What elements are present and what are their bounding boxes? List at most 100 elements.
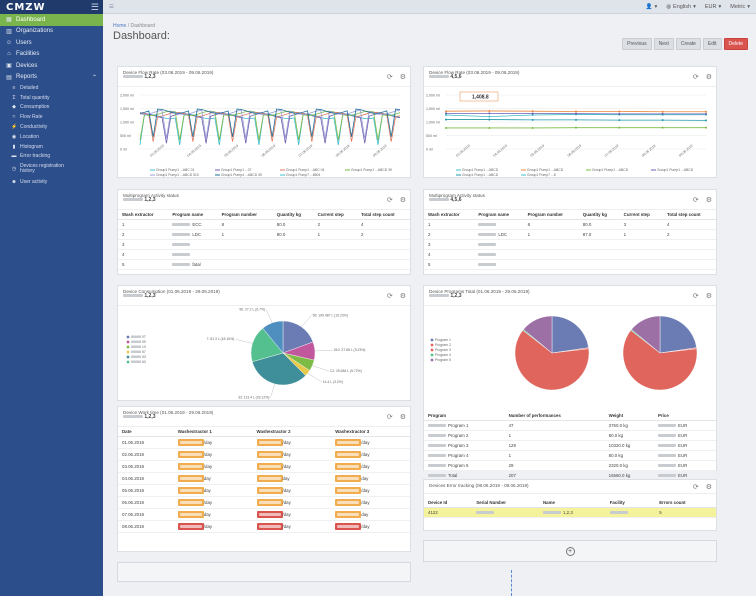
worktime-bar: [335, 451, 362, 458]
pie-slice[interactable]: [262, 320, 284, 354]
next-button[interactable]: Next: [653, 38, 674, 50]
pie-slice[interactable]: [622, 330, 698, 391]
redacted-text: [609, 511, 628, 515]
pie-slice[interactable]: [551, 315, 589, 354]
column-header: Washextractor 2: [252, 427, 332, 437]
table-cell: 80.0 kg: [604, 430, 655, 441]
pie-slice[interactable]: [514, 330, 590, 391]
table-cell: [578, 249, 620, 260]
create-button[interactable]: Create: [675, 38, 701, 50]
cell-text: EUR: [678, 433, 688, 438]
previous-button[interactable]: Previous: [622, 38, 652, 50]
column-header: Price: [654, 411, 716, 421]
legend-label: Group1 Pump1 ...ABCD 39: [351, 168, 392, 172]
table-cell: 3: [424, 239, 475, 250]
sidebar-report-user-activity[interactable]: ☻ User activity: [11, 179, 48, 186]
cell-text: EUR: [678, 423, 688, 428]
refresh-icon[interactable]: ⟳: [692, 197, 699, 204]
refresh-icon[interactable]: ⟳: [386, 74, 393, 81]
edit-button[interactable]: Edit: [702, 38, 722, 50]
redacted-text: [428, 464, 446, 468]
sidebar-item-dashboard[interactable]: ▦ Dashboard: [0, 14, 103, 26]
refresh-icon[interactable]: ⟳: [386, 414, 393, 421]
pie-slice[interactable]: [659, 315, 697, 354]
settings-icon[interactable]: ⚙: [705, 74, 712, 81]
redacted-text: [476, 511, 495, 515]
table-cell: [474, 239, 524, 250]
legend-label: Group1 Pump7 ...8: [527, 173, 556, 177]
units-select[interactable]: Metric ▾: [730, 3, 750, 10]
pie-slice[interactable]: [523, 315, 553, 354]
add-widget-button[interactable]: +: [423, 540, 717, 562]
user-menu[interactable]: 👤 ▾: [645, 3, 658, 10]
table-row: 1 8 80.0 3 4: [424, 219, 716, 230]
settings-icon[interactable]: ⚙: [399, 197, 406, 204]
redacted-text: [428, 454, 446, 458]
table-cell: [474, 259, 524, 270]
refresh-icon[interactable]: ⟳: [386, 197, 393, 204]
settings-icon[interactable]: ⚙: [399, 293, 406, 300]
data-point: [661, 112, 664, 115]
sidebar-report-location[interactable]: ◉ Location: [11, 133, 39, 140]
sidebar-item-users[interactable]: ☺ Users: [5, 39, 32, 46]
sidebar-report-conductivity[interactable]: ⚡ Conductivity: [11, 124, 48, 131]
table-row: 4: [424, 249, 716, 260]
sidebar-report-detailed[interactable]: ≡ Detailed: [12, 84, 39, 91]
table-cell: 3: [118, 239, 169, 250]
error-tracking-panel: Devices Error tracking (08.06.2019 - 09.…: [423, 479, 717, 531]
table-row: 2 LDC 1 80.0 1 2: [118, 229, 410, 240]
worktime-value: /day: [282, 500, 291, 505]
breadcrumb-home[interactable]: Home: [113, 23, 127, 29]
cell-text: 3: [122, 242, 125, 247]
cell-text: 3: [623, 222, 627, 227]
table-cell: 3: [619, 219, 664, 230]
sidebar-item-facilities[interactable]: ⌂ Facilities: [0, 49, 103, 61]
worktime-bar: [177, 475, 204, 482]
sidebar-report-error-tracking[interactable]: ▬ Error tracking: [11, 153, 51, 160]
settings-icon[interactable]: ⚙: [705, 293, 712, 300]
cell-text: 2: [428, 232, 431, 237]
table-cell: 8: [523, 219, 579, 230]
cell-text: Total: [448, 473, 458, 478]
refresh-icon[interactable]: ⟳: [692, 74, 699, 81]
sidebar-item-devices[interactable]: ▣ Devices: [6, 62, 38, 70]
settings-icon[interactable]: ⚙: [399, 74, 406, 81]
delete-button[interactable]: Delete: [723, 38, 748, 50]
pie-slice[interactable]: [282, 320, 314, 354]
sidebar-report-total-quantity[interactable]: Σ Total quantity: [12, 94, 50, 101]
list-toggle-icon[interactable]: ☰: [109, 3, 114, 10]
table-cell: [357, 249, 410, 260]
y-tick-label: 500 ml: [120, 134, 131, 138]
refresh-icon[interactable]: ⟳: [692, 484, 699, 491]
sidebar-report-consumption[interactable]: ◆ Consumption: [12, 104, 50, 111]
currency-select[interactable]: EUR ▾: [704, 3, 722, 10]
refresh-icon[interactable]: ⟳: [692, 293, 699, 300]
menu-toggle-icon[interactable]: ☰: [90, 1, 99, 12]
table-cell: /day: [331, 484, 410, 497]
cell-text: 2: [317, 222, 321, 227]
worktime-bar: [335, 475, 362, 482]
table-cell: 4122: [424, 507, 473, 518]
worktime-panel: Device Work time (01.06.2019 - 29.06.201…: [117, 406, 411, 552]
table-cell: 5: [424, 259, 475, 270]
worktime-bar: [335, 511, 362, 518]
sidebar-report-histogram[interactable]: ▮ Histogram: [12, 143, 43, 150]
settings-icon[interactable]: ⚙: [705, 197, 712, 204]
refresh-icon[interactable]: ⟳: [386, 293, 393, 300]
table-cell: /day: [173, 436, 253, 449]
settings-icon[interactable]: ⚙: [399, 414, 406, 421]
globe-icon: ◍: [666, 3, 672, 10]
cell-text: 5: [122, 262, 125, 267]
sidebar-report-flow-rate[interactable]: ≈ Flow Rate: [12, 114, 43, 121]
sidebar-item-organizations[interactable]: ▥ Organizations: [6, 28, 54, 35]
sidebar-item-reports[interactable]: ▤ Reports ⌃: [6, 74, 97, 81]
table-cell: /day: [173, 448, 253, 461]
x-tick-label: 08.06.2019: [335, 144, 351, 158]
pie-slice[interactable]: [631, 315, 661, 354]
table-cell: 8: [217, 219, 273, 230]
settings-icon[interactable]: ⚙: [705, 484, 712, 491]
sidebar-report-devices-registration-history[interactable]: ◷ Devices registration history: [11, 162, 64, 175]
pie-slice[interactable]: [251, 352, 306, 386]
language-select[interactable]: ◍ English ▾: [666, 3, 696, 10]
sum-icon: Σ: [12, 94, 16, 101]
